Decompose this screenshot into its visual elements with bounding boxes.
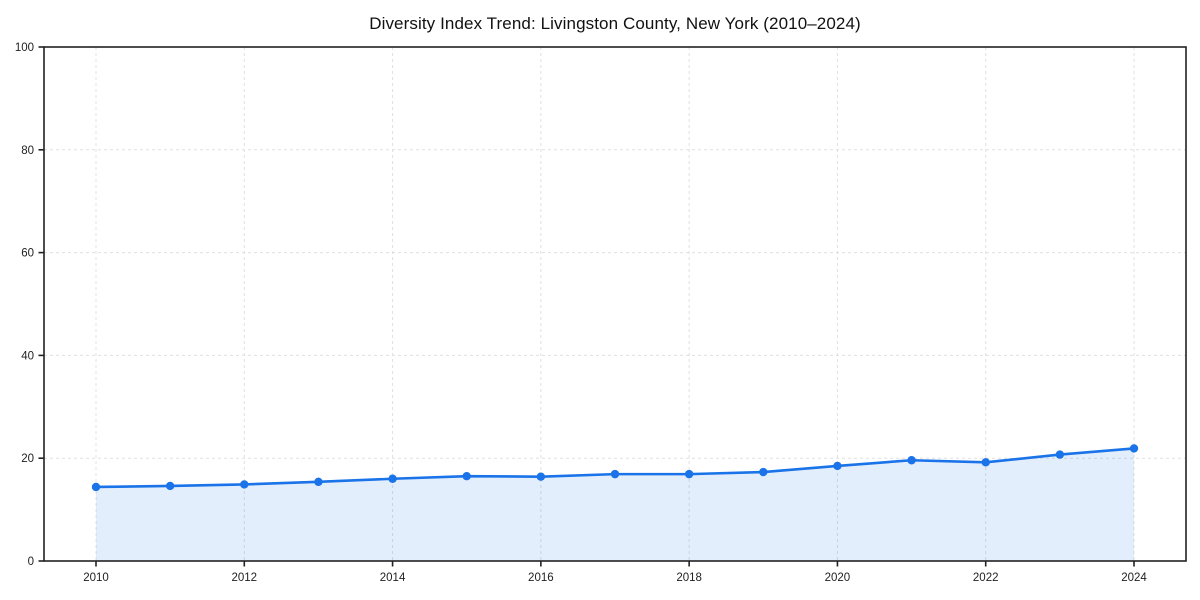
data-point-2021 bbox=[907, 456, 916, 465]
data-point-2022 bbox=[981, 458, 990, 467]
data-point-2012 bbox=[240, 480, 249, 489]
plot-border bbox=[43, 46, 1187, 562]
x-tick-label-2024: 2024 bbox=[1121, 572, 1147, 584]
data-point-2019 bbox=[759, 467, 768, 477]
x-tick-label-2022: 2022 bbox=[973, 572, 999, 584]
data-point-2013 bbox=[314, 477, 323, 487]
y-tick-label-40: 40 bbox=[21, 350, 34, 362]
y-tick-label-60: 60 bbox=[21, 248, 34, 260]
data-point-2024 bbox=[1129, 444, 1139, 453]
y-tick-label-100: 100 bbox=[15, 42, 34, 54]
x-tick-label-2014: 2014 bbox=[380, 572, 406, 584]
data-point-2011 bbox=[165, 481, 175, 491]
data-point-2010 bbox=[91, 482, 101, 492]
x-tick-label-2018: 2018 bbox=[676, 572, 702, 584]
chart-title: Diversity Index Trend: Livingston County… bbox=[369, 14, 861, 33]
y-tick-label-0: 0 bbox=[28, 556, 34, 568]
data-point-2014 bbox=[388, 474, 397, 483]
data-point-2018 bbox=[684, 469, 694, 479]
y-tick-label-20: 20 bbox=[21, 453, 34, 465]
data-point-2016 bbox=[536, 472, 546, 481]
x-tick-label-2020: 2020 bbox=[825, 572, 851, 584]
x-tick-label-2016: 2016 bbox=[528, 572, 554, 584]
data-point-2023 bbox=[1055, 450, 1065, 459]
y-tick-label-80: 80 bbox=[21, 145, 34, 157]
data-point-2017 bbox=[610, 469, 620, 479]
data-point-2020 bbox=[833, 461, 842, 471]
x-tick-label-2010: 2010 bbox=[83, 572, 109, 584]
data-point-2015 bbox=[462, 471, 471, 481]
series-area-fill bbox=[96, 448, 1134, 561]
x-tick-label-2012: 2012 bbox=[231, 572, 257, 584]
